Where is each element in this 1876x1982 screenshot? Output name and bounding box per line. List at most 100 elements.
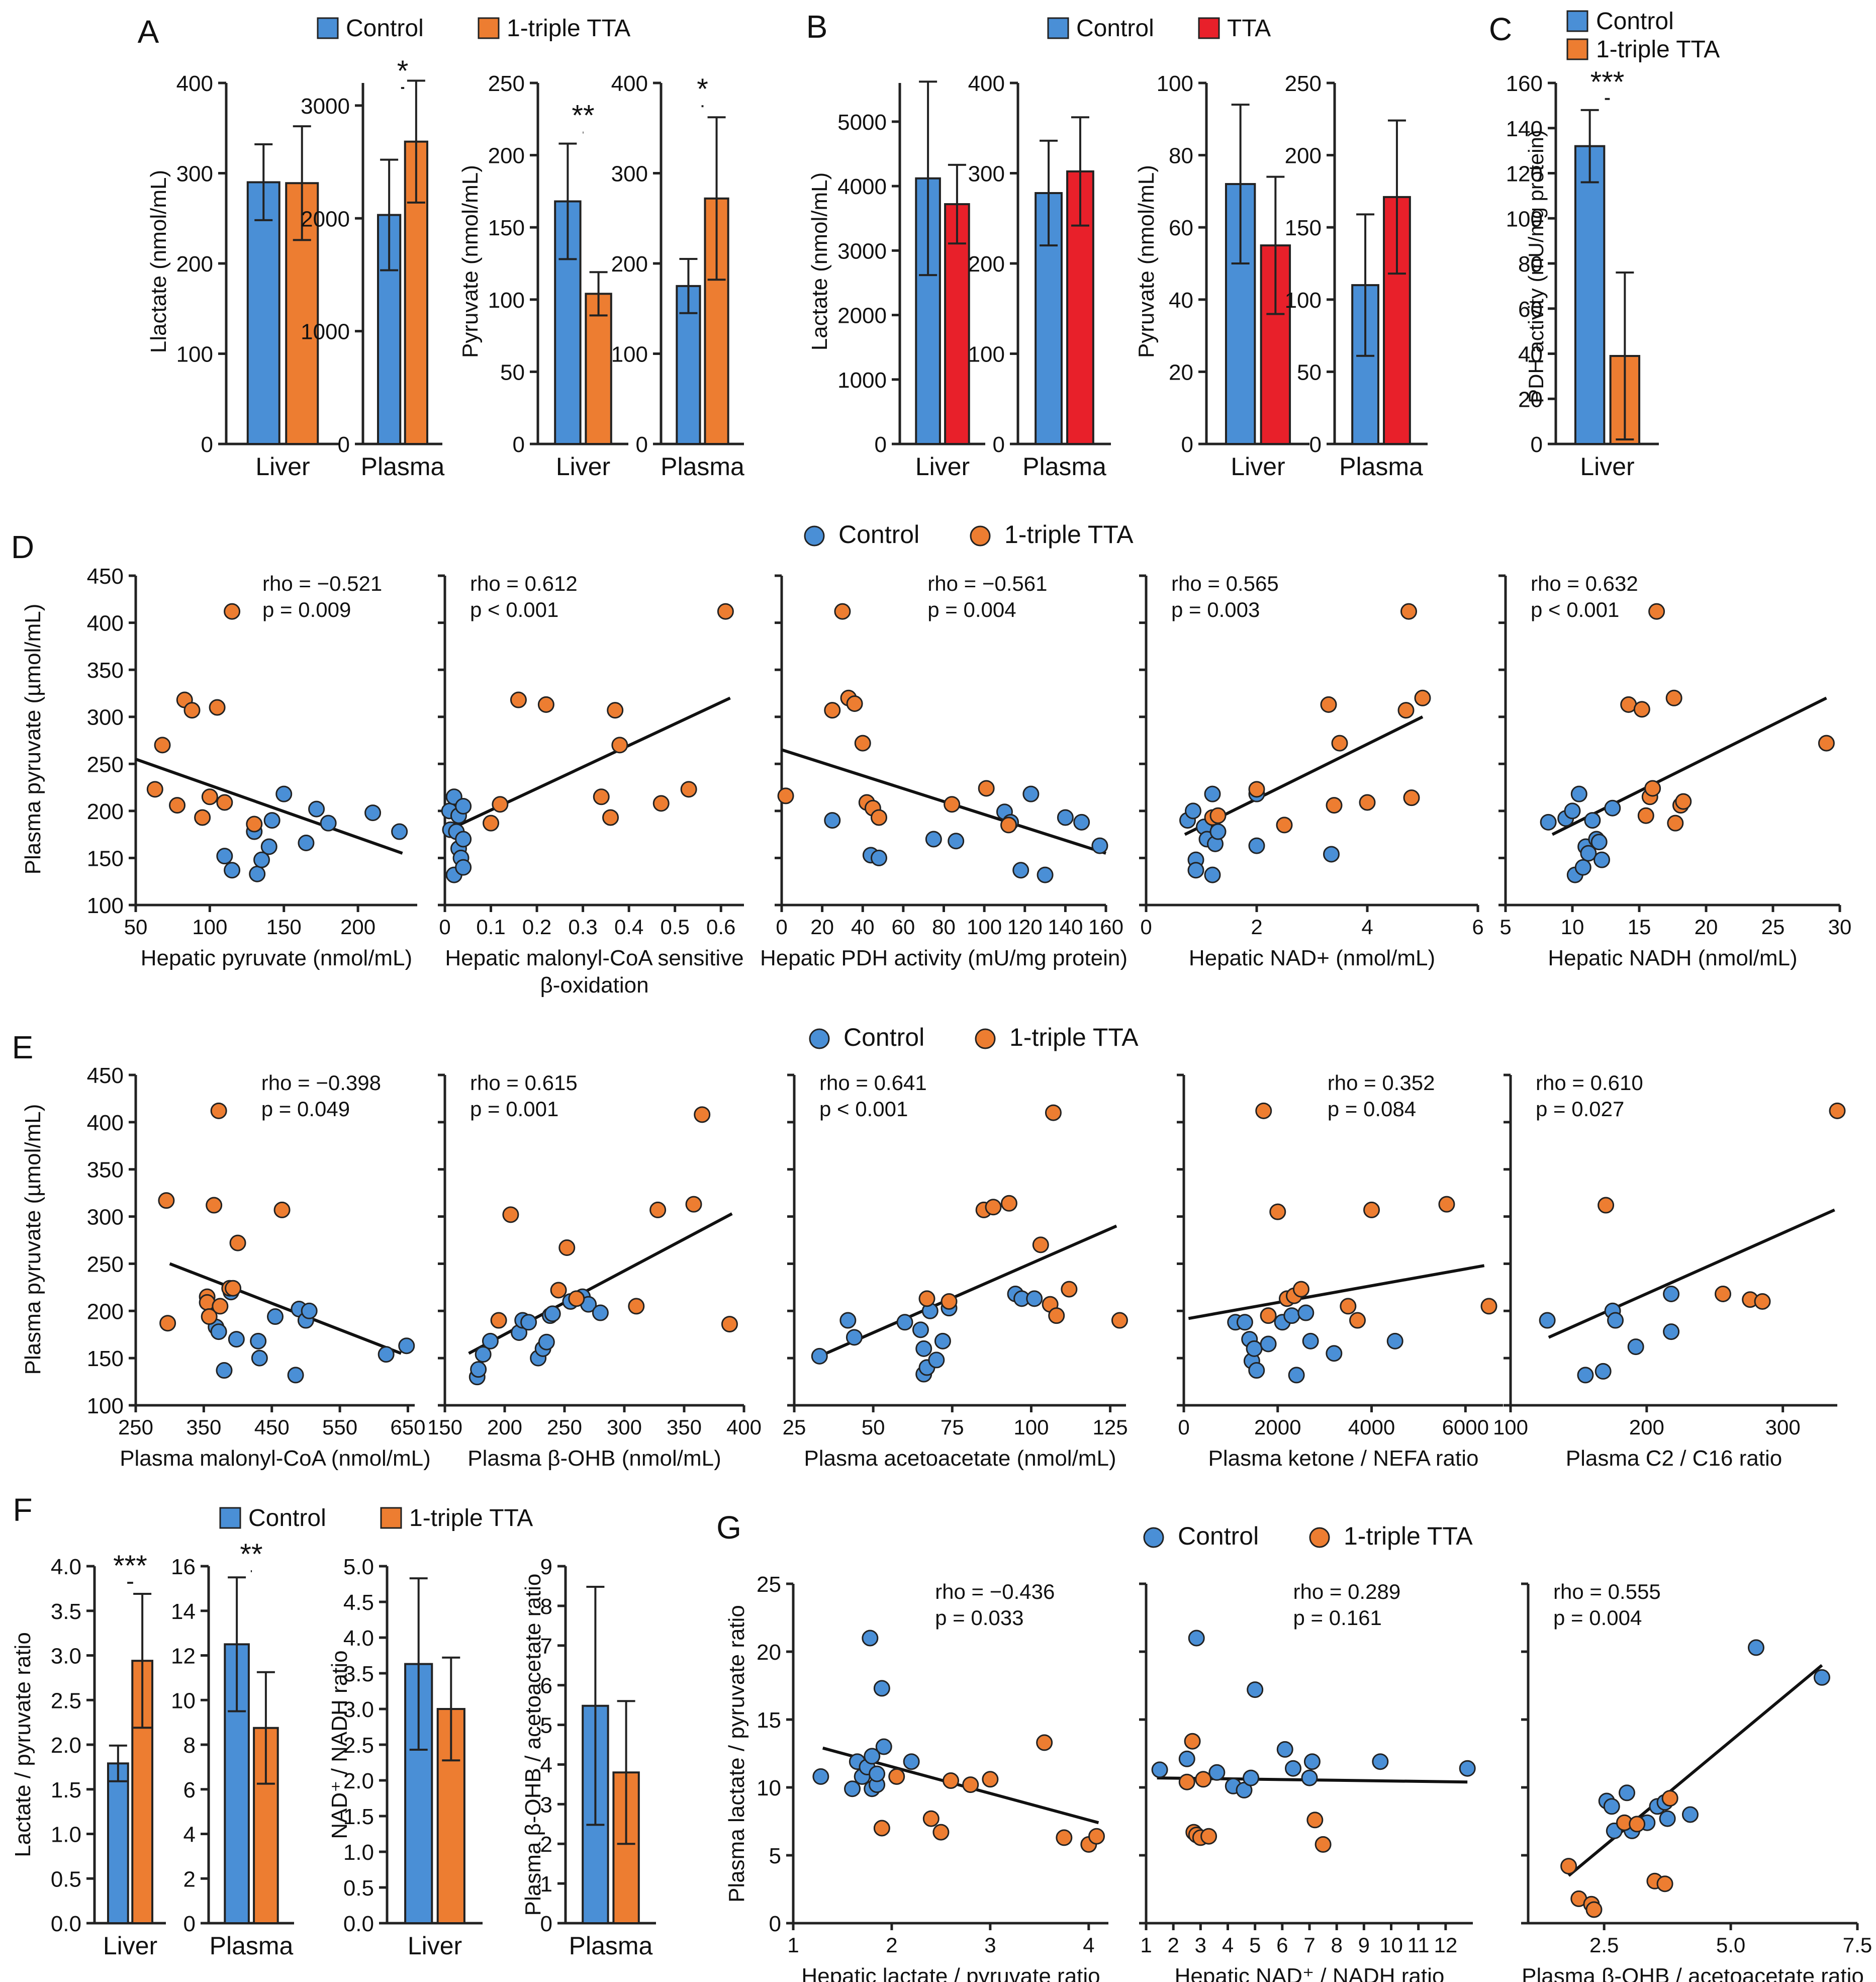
legend-g-marker [1143,1527,1164,1548]
panel-f-ytick-label: 4.0 [343,1626,374,1651]
panel-d-control-point [298,834,315,851]
panel-d-xtick-label: 60 [892,915,915,939]
panel-g-tta-point [1629,1816,1646,1833]
panel-b-ytick-label: 100 [1157,71,1193,96]
panel-d-p-label: p < 0.001 [1531,598,1619,621]
panel-d-x-axis-label: β-oxidation [540,973,648,998]
panel-d-xtick-label: 50 [124,915,148,939]
legend-g-label: 1-triple TTA [1344,1522,1473,1550]
panel-d-tta-point [216,794,233,811]
panel-d-rho-label: rho = −0.561 [927,572,1047,595]
panel-c-ytick-label: 100 [1506,207,1543,231]
legend-f-swatch [380,1507,402,1529]
panel-d-tta-point [224,603,241,620]
panel-letter-g: G [716,1509,741,1546]
panel-letter-a: A [138,14,159,50]
panel-a-pyruvate-significance-label: * [697,73,708,106]
panel-e-tta-point [1032,1236,1049,1253]
panel-f-category-label: Liver [408,1932,462,1960]
panel-e-xtick-label: 100 [1493,1415,1528,1439]
panel-e-control-point [1539,1312,1556,1329]
panel-g-rho-label: rho = −0.436 [935,1580,1055,1603]
panel-e-control-point [251,1349,268,1367]
panel-e-control-point [1302,1332,1319,1349]
panel-c-ytick-label: 40 [1518,342,1543,367]
panel-e-control-point [301,1302,318,1319]
panel-c-bar-control [1574,145,1606,445]
panel-f-ytick-label: 1 [540,1872,552,1897]
panel-g-control-point [1459,1760,1476,1777]
panel-g-ytick-label: 5 [769,1844,781,1868]
panel-g-control-point [1303,1753,1321,1770]
panel-d-control-point [1593,851,1611,868]
panel-d-tta-point [1276,817,1293,834]
panel-d-tta-point [1400,603,1417,620]
panel-e-ytick-label: 250 [87,1252,124,1277]
panel-e-tta-point [273,1201,291,1218]
panel-e-tta-point [210,1102,227,1119]
panel-c-ytick-label: 20 [1518,387,1543,412]
legend-b-label: Control [1076,15,1154,42]
panel-e-x-axis-label: Plasma acetoacetate (nmol/mL) [804,1446,1116,1471]
panel-e-tta-point [1111,1312,1128,1329]
panel-e-tta-point [1255,1102,1272,1119]
panel-letter-c: C [1489,11,1512,47]
panel-d-control-point [1570,785,1587,802]
panel-f-ytick-label: 2.0 [343,1769,374,1793]
legend-d-label: Control [838,520,919,549]
panel-g-control-point [1276,1741,1293,1758]
panel-e-rho-label: rho = 0.641 [819,1071,927,1095]
panel-e-control-point [470,1361,487,1378]
panel-e-tta-point [1000,1195,1017,1212]
panel-g-tta-point [1195,1771,1212,1788]
panel-e-xtick-label: 100 [1013,1415,1049,1439]
panel-d-ytick-label: 200 [87,799,124,824]
panel-d-xtick-label: 0 [439,915,450,939]
panel-d-xtick-label: 2 [1251,915,1262,939]
panel-a-pyruvate-category-label: Liver [556,453,610,481]
panel-f-ytick-label: 3.0 [343,1697,374,1722]
panel-e-p-label: p < 0.001 [819,1097,908,1121]
panel-b-ytick-label: 0 [1309,432,1322,457]
panel-g-xtick-label: 2 [886,1933,897,1957]
panel-d-tta-point [1397,702,1415,719]
panel-letter-d: D [11,529,34,565]
panel-e-ytick-label: 100 [87,1394,124,1418]
panel-e-xtick-label: 250 [118,1415,153,1439]
panel-d-x-axis-label: Hepatic malonyl-CoA sensitive [445,946,743,970]
panel-f-ytick-label: 3.0 [51,1644,81,1669]
legend-f-label: 1-triple TTA [409,1505,533,1531]
panel-f-ytick-label: 1.0 [51,1823,81,1847]
legend-a-label: Control [346,15,424,42]
panel-g-xtick-label: 4 [1222,1933,1234,1957]
panel-d-xtick-label: 0 [776,915,787,939]
panel-e-control-point [928,1352,945,1369]
panel-f-ytick-label: 7 [540,1634,552,1659]
panel-d-ytick-label: 400 [87,611,124,636]
panel-f-significance-label: *** [113,1550,147,1582]
panel-d-xtick-label: 0.4 [614,915,643,939]
panel-e-control-point [1663,1323,1680,1340]
panel-e-tta-point [985,1199,1002,1216]
legend-a-label: 1-triple TTA [507,15,630,42]
panel-e-tta-point [158,1192,175,1209]
panel-a-lactate-ytick-label: 300 [176,162,213,187]
panel-g-xtick-label: 11 [1408,1933,1430,1957]
panel-e-xtick-label: 300 [1765,1415,1801,1439]
panel-d-regression-line [781,748,1106,855]
panel-a-pyruvate-ytick-label: 250 [488,71,525,96]
panel-d-tta-point [537,696,554,713]
panel-c-ytick-label: 60 [1518,297,1543,322]
panel-e-regression-line [468,1212,733,1355]
panel-d-tta-point [834,603,851,620]
panel-d-rho-label: rho = −0.521 [262,572,382,595]
panel-d-p-label: p = 0.009 [262,598,351,621]
panel-g-rho-label: rho = 0.289 [1293,1580,1401,1603]
panel-g-tta-point [1178,1773,1195,1790]
panel-d-control-point [308,800,325,818]
panel-g-tta-point [982,1771,999,1788]
panel-d-control-point [1248,837,1265,854]
panel-d-p-label: p = 0.003 [1171,598,1260,621]
panel-d-tta-point [854,735,871,752]
panel-e-tta-point [1045,1104,1062,1121]
